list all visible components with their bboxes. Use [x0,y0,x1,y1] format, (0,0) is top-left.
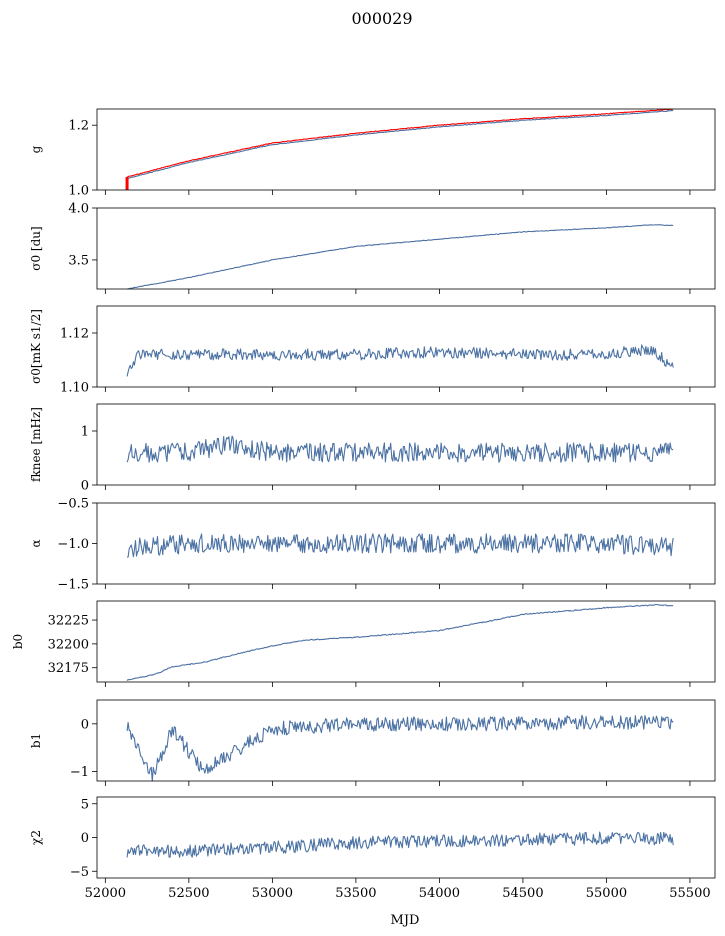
y-tick-label: 1.0 [68,184,89,199]
x-tick-label: 55000 [586,886,627,901]
x-axis-label: MJD [391,913,420,928]
y-axis-label: σ0[mK s1/2] [29,309,43,384]
series-line-1 [126,344,674,377]
series-line-1 [126,109,674,180]
x-tick-label: 52500 [168,886,209,901]
panel-2: 3.5 4.0 σ0 [du] [29,202,716,294]
y-axis-label: χ2 [29,830,43,845]
panel-7: −1 0 b1 [29,699,716,786]
x-tick-label: 54500 [502,886,543,901]
x-tick-label: 53000 [252,886,293,901]
y-tick-label: −1.5 [57,578,89,593]
panel-1: 1.0 1.2 g [29,108,716,199]
series-line-1 [126,435,674,463]
series-line-1 [127,533,674,558]
y-axis-label: b0 [11,634,25,649]
y-tick-label: −0.5 [57,497,89,512]
y-tick-label: −1 [70,765,89,780]
y-tick-label: 0 [81,831,89,846]
y-tick-label: 5 [81,797,89,812]
y-tick-label: 32200 [48,637,89,652]
y-tick-label: 0 [81,717,89,732]
y-tick-label: 3.5 [68,253,89,268]
y-axis-label: α [29,539,43,547]
x-tick-label: 54000 [419,886,460,901]
y-tick-label: 4.0 [68,202,89,217]
series-line-1 [126,603,674,681]
panel-4: 0 1 fknee [mHz] [29,403,716,494]
panel-5: −1.5 −1.0 −0.5 α [29,497,716,593]
panel-frame [96,403,716,486]
y-tick-label: 0 [81,479,89,494]
panels: 1.0 1.2 g 3.5 4.0 σ0 [du] 1.10 1.12 σ0[mK s1/2] 0… [11,108,716,901]
y-axis-label: fknee [mHz] [29,407,43,482]
series-line-1 [126,831,674,858]
y-tick-label: −1.0 [57,537,89,552]
y-tick-label: 32175 [48,661,89,676]
x-tick-label: 53500 [335,886,376,901]
y-tick-label: 1.2 [68,119,89,134]
panel-frame [96,207,716,290]
panel-6: 32175 32200 32225 b0 [11,600,716,687]
y-tick-label: 32225 [48,614,89,629]
panel-8: −5 0 5 52000 52500 53000 53500 54000 54500 55000 5… [29,796,716,901]
panel-frame [96,305,716,388]
y-axis-label: b1 [29,733,43,748]
y-tick-label: 1.10 [60,381,89,396]
x-tick-label: 55500 [669,886,710,901]
y-tick-label: −5 [70,865,89,880]
panel-frame [96,108,716,191]
series-line-1 [127,224,674,290]
panel-frame [96,600,716,683]
y-tick-label: 1 [81,425,89,440]
panel-3: 1.10 1.12 σ0[mK s1/2] [29,305,716,396]
series-line-1 [126,714,674,782]
panel-frame [96,796,716,879]
chart-title: 000029 [351,9,412,28]
x-tick-label: 52000 [85,886,126,901]
y-axis-label: g [29,145,43,153]
y-tick-label: 1.12 [60,327,89,342]
panel-frame [96,699,716,782]
y-axis-label: σ0 [du] [29,226,43,270]
series-line-2 [126,108,674,178]
